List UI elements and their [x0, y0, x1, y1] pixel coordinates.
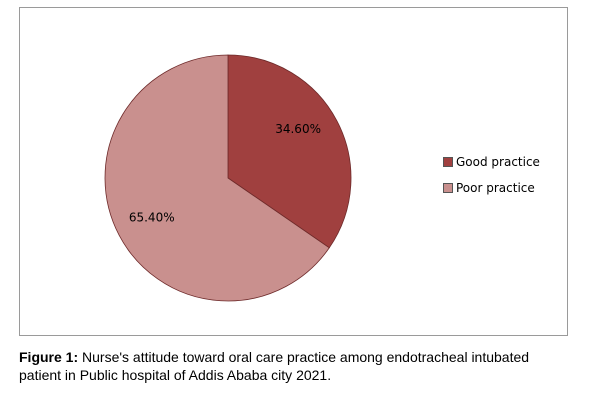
legend-item-poor-practice: Poor practice [443, 180, 540, 196]
legend-label-poor-practice: Poor practice [456, 181, 535, 195]
legend-item-good-practice: Good practice [443, 154, 540, 170]
caption-text: Nurse's attitude toward oral care practi… [19, 349, 530, 383]
pie-slice-good-practice [227, 54, 352, 249]
caption-label: Figure 1: [19, 349, 79, 365]
legend-label-good-practice: Good practice [456, 155, 540, 169]
legend-swatch-good-practice [443, 157, 453, 167]
data-label-poor-practice: 65.40% [129, 210, 175, 224]
figure-caption: Figure 1: Nurse's attitude toward oral c… [19, 348, 571, 384]
chart-frame: 34.60% 65.40% Good practice Poor practice [19, 7, 568, 336]
legend: Good practice Poor practice [443, 154, 540, 206]
pie-slice-poor-practice [104, 54, 330, 302]
pie-chart: 34.60% 65.40% [104, 54, 352, 302]
legend-swatch-poor-practice [443, 183, 453, 193]
data-label-good-practice: 34.60% [275, 122, 321, 136]
